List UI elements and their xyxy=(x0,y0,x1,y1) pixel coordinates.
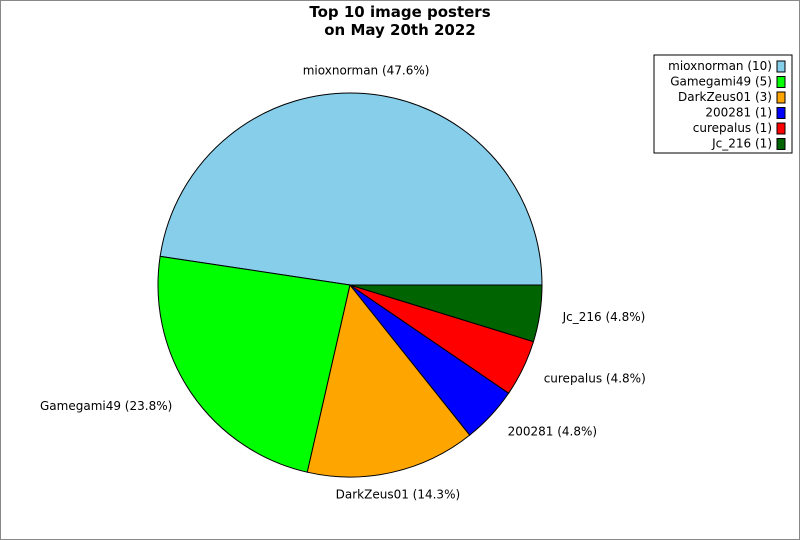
pie-slice-mioxnorman xyxy=(159,92,543,286)
pie-slice-darkzeus01 xyxy=(306,283,471,478)
legend-swatch-200281 xyxy=(776,107,786,119)
legend-label-curepalus: curepalus (1) xyxy=(693,121,772,135)
chart-title-line-1: Top 10 image posters xyxy=(309,3,490,21)
slice-label-darkzeus01: DarkZeus01 (14.3%) xyxy=(336,488,461,502)
slice-label-curepalus: curepalus (4.8%) xyxy=(544,371,646,385)
legend-swatch-curepalus xyxy=(776,122,786,135)
slice-label-200281: 200281 (4.8%) xyxy=(508,424,597,438)
slice-label-jc-216: Jc_216 (4.8%) xyxy=(562,310,646,324)
chart-title-line-2: on May 20th 2022 xyxy=(324,21,476,39)
legend-label-jc-216: Jc_216 (1) xyxy=(711,137,772,151)
legend-swatch-gamegami49 xyxy=(776,76,786,88)
slice-label-mioxnorman: mioxnorman (47.6%) xyxy=(303,64,430,78)
legend-swatch-jc-216 xyxy=(776,138,786,150)
legend-swatch-mioxnorman xyxy=(776,60,786,73)
legend-label-gamegami49: Gamegami49 (5) xyxy=(670,75,772,89)
legend-label-darkzeus01: DarkZeus01 (3) xyxy=(678,90,772,104)
pie-slices xyxy=(157,92,543,478)
legend-swatch-darkzeus01 xyxy=(776,91,786,104)
legend-label-mioxnorman: mioxnorman (10) xyxy=(668,59,772,73)
slice-label-gamegami49: Gamegami49 (23.8%) xyxy=(40,399,172,413)
legend-label-200281: 200281 (1) xyxy=(705,106,772,120)
pie-slice-jc-216 xyxy=(349,284,543,343)
legend: mioxnorman (10) Gamegami49 (5)DarkZeus01 … xyxy=(653,54,793,154)
legend-box xyxy=(653,54,793,154)
slice-labels: mioxnorman (47.6%) Gamegami49 (23.8%) Dark… xyxy=(40,64,646,502)
pie-slice-gamegami49 xyxy=(157,255,351,473)
